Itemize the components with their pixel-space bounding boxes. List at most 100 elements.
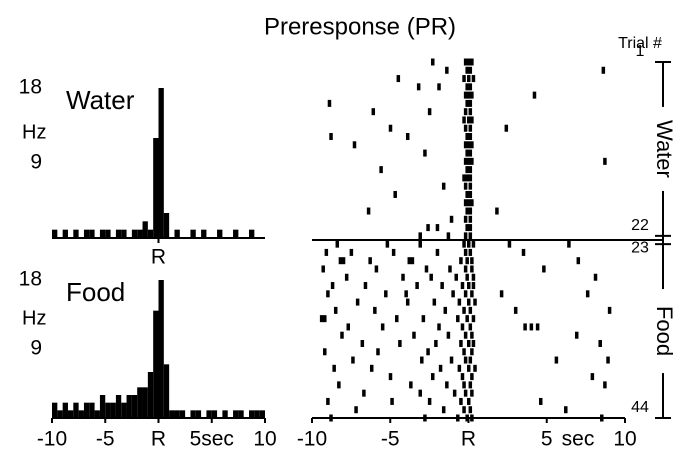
spike: [513, 306, 518, 314]
spike: [462, 174, 466, 182]
spike: [412, 331, 416, 339]
spike: [373, 306, 377, 314]
spike: [457, 364, 462, 372]
histogram-bar: [73, 229, 79, 238]
spike: [473, 364, 477, 372]
spike: [330, 282, 335, 290]
spike: [467, 397, 471, 405]
spike: [473, 298, 477, 306]
histogram-bar: [73, 402, 79, 418]
histogram-bar: [158, 88, 164, 238]
spike: [451, 290, 455, 298]
spike: [426, 348, 430, 356]
histogram-bar: [233, 229, 239, 238]
spike: [471, 282, 476, 290]
histogram-bar: [137, 387, 143, 418]
spike: [603, 381, 607, 389]
spike: [463, 389, 468, 397]
spike: [470, 331, 474, 339]
histogram-bar: [147, 372, 154, 418]
spike: [398, 339, 402, 347]
spike: [429, 273, 433, 281]
group-label-bg: [652, 289, 676, 374]
spike: [427, 397, 432, 405]
spike: [404, 290, 408, 298]
trial-tick-label: 1: [636, 43, 645, 60]
trial-tick-label: 22: [631, 217, 649, 234]
spike: [431, 373, 435, 381]
histogram-bar: [115, 395, 122, 418]
spike: [454, 273, 458, 281]
spike: [463, 108, 468, 116]
histogram-bar: [153, 138, 159, 238]
spike: [574, 331, 579, 339]
histogram-bar: [67, 410, 74, 418]
spike: [346, 323, 350, 331]
histogram-bar: [174, 229, 180, 238]
spike: [338, 257, 343, 265]
spike: [465, 174, 469, 182]
spike: [470, 157, 474, 165]
spike: [388, 124, 393, 132]
spike: [327, 99, 332, 107]
histogram-bar: [131, 229, 138, 238]
spike: [462, 240, 466, 248]
spike: [470, 58, 474, 66]
spike: [471, 339, 476, 347]
histogram-bar: [89, 229, 95, 238]
spike: [463, 58, 468, 66]
spike: [468, 207, 473, 215]
spike: [391, 248, 396, 256]
spike: [462, 116, 466, 124]
histogram-bar: [238, 410, 244, 418]
spike: [468, 224, 473, 232]
spike: [396, 75, 401, 83]
spike: [468, 406, 473, 414]
spike: [460, 323, 465, 331]
histogram-bar: [142, 387, 148, 418]
spike: [567, 240, 571, 248]
spike: [421, 315, 426, 323]
panel-label: Water: [66, 85, 135, 115]
spike: [462, 306, 466, 314]
spike: [463, 331, 468, 339]
spike: [418, 389, 422, 397]
spike: [554, 356, 559, 364]
spike: [468, 66, 473, 74]
spike: [324, 248, 329, 256]
spike: [401, 273, 405, 281]
spike: [467, 282, 471, 290]
spike: [351, 356, 355, 364]
spike: [465, 190, 469, 198]
spike: [470, 257, 474, 265]
spike: [465, 224, 469, 232]
spike: [470, 290, 474, 298]
spike: [395, 315, 399, 323]
spike: [371, 108, 376, 116]
x-tick-label: 10: [253, 428, 276, 451]
spike: [521, 248, 526, 256]
spike: [426, 224, 430, 232]
histogram-bar: [83, 402, 90, 418]
spike: [362, 389, 366, 397]
spike: [360, 339, 365, 347]
spike: [418, 232, 422, 240]
trial-tick-label: 44: [631, 399, 649, 416]
histogram-bar: [201, 229, 207, 238]
spike: [363, 282, 368, 290]
histogram-bar: [190, 410, 196, 418]
spike: [468, 248, 473, 256]
y-tick-label: 9: [30, 337, 42, 360]
histogram-bar: [131, 395, 138, 418]
y-tick-label: 9: [30, 151, 42, 174]
spike: [319, 315, 324, 323]
spike: [471, 273, 476, 281]
spike: [463, 141, 468, 149]
histogram-bar: [62, 229, 68, 238]
spike: [323, 315, 327, 323]
spike: [465, 315, 469, 323]
figure-title: Preresponse (PR): [264, 13, 456, 40]
spike: [470, 265, 474, 273]
spike: [452, 389, 457, 397]
spike: [463, 356, 468, 364]
